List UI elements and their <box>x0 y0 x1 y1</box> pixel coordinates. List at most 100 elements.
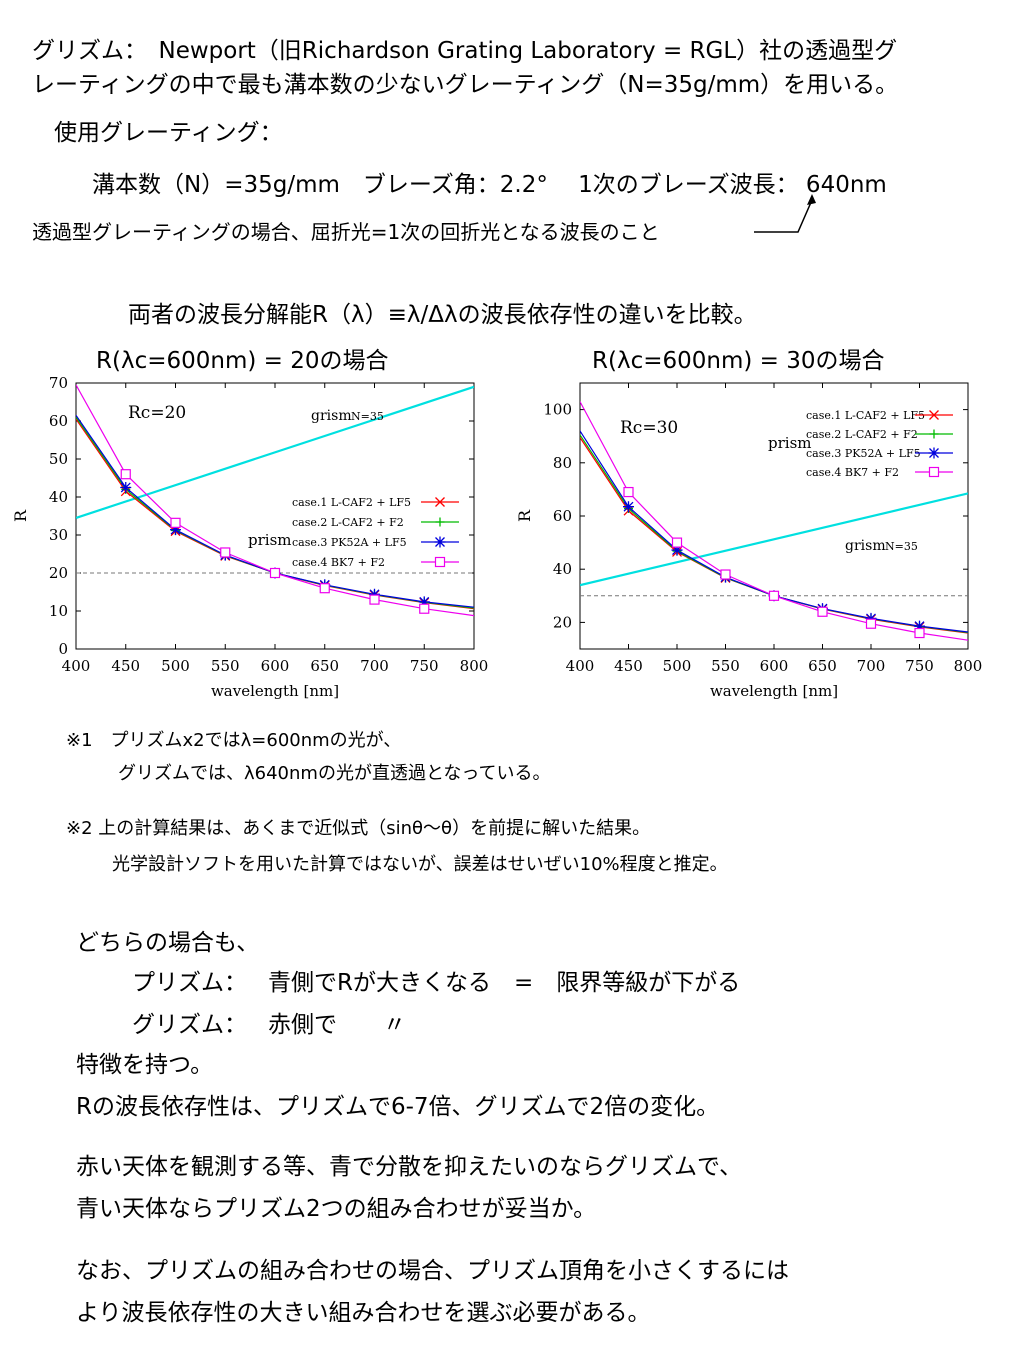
legend-label-case-4: case.4 BK7 + F2 <box>806 466 899 479</box>
plot-area <box>580 401 968 641</box>
plot-frame <box>75 382 475 650</box>
prism-label: prism <box>768 434 812 452</box>
data-point-case-3 <box>865 612 877 624</box>
data-point-case-3 <box>418 596 430 608</box>
blaze-arrow <box>754 194 816 233</box>
data-point-case-4 <box>369 594 380 605</box>
x-tick-label: 600 <box>760 657 789 675</box>
intro-line-1: グリズム： Newport（旧Richardson Grating Labora… <box>32 38 898 64</box>
x-tick-label: 450 <box>614 657 643 675</box>
grism-label: grism <box>845 538 886 554</box>
chart-rc20: 400 450 500 550 600 650 700 750 800 0 10 20 30 40 50 60… <box>11 374 489 700</box>
data-point-case-3 <box>671 544 683 556</box>
y-tick-label: 40 <box>553 560 572 578</box>
x-axis-label: wavelength [nm] <box>710 682 838 700</box>
grism-sub-label: N=35 <box>885 540 918 553</box>
data-point-case-4 <box>914 627 925 639</box>
y-tick-label: 100 <box>543 401 572 419</box>
legend-label-case-2: case.2 L-CAF2 + F2 <box>292 516 404 529</box>
legend-marker-case-2 <box>435 517 445 527</box>
data-point-case-4 <box>319 583 330 594</box>
summary-p3-line-2: より波長依存性の大きい組み合わせを選ぶ必要がある。 <box>76 1300 651 1326</box>
legend-label-case-4: case.4 BK7 + F2 <box>292 556 385 569</box>
data-point-case-4 <box>865 618 877 629</box>
data-point-case-4 <box>768 590 780 601</box>
data-point-case-4 <box>269 567 281 579</box>
rc-label: Rc=20 <box>128 403 186 423</box>
data-point-case-3 <box>914 620 925 632</box>
x-tick-label: 400 <box>566 657 595 675</box>
y-tick-label: 50 <box>49 450 68 468</box>
x-tick-label: 750 <box>410 657 439 675</box>
summary-line-1: どちらの場合も、 <box>76 930 260 956</box>
grism-label: grism <box>311 408 352 424</box>
x-tick-label: 800 <box>954 657 983 675</box>
x-tick-label: 500 <box>663 657 692 675</box>
legend-label-case-2: case.2 L-CAF2 + F2 <box>806 428 918 441</box>
chart-2-title: R(λc=600nm) = 30の場合 <box>592 348 885 374</box>
data-point-case-4 <box>120 469 131 480</box>
x-axis-label: wavelength [nm] <box>211 682 339 700</box>
x-tick-label: 500 <box>161 657 190 675</box>
y-tick-label: 80 <box>553 454 572 472</box>
note-2-line-2: 光学設計ソフトを用いた計算ではないが、誤差はせいぜい10%程度と推定。 <box>112 854 728 875</box>
y-axis-label: R <box>515 509 534 522</box>
data-point-case-4 <box>220 547 231 558</box>
y-tick-label: 60 <box>553 507 572 525</box>
legend-marker-case-3 <box>434 536 446 548</box>
y-tick-label: 30 <box>49 526 68 544</box>
grating-heading: 使用グレーティング： <box>54 120 283 146</box>
y-tick-label: 20 <box>49 564 68 582</box>
compare-heading: 両者の波長分解能R（λ）≡λ/Δλの波長依存性の違いを比較。 <box>128 302 757 328</box>
summary-p3-line-1: なお、プリズムの組み合わせの場合、プリズム頂角を小さくするには <box>76 1258 789 1284</box>
y-tick-label: 10 <box>49 602 68 620</box>
grism-sub-label: N=35 <box>351 410 384 423</box>
y-tick-label: 0 <box>58 640 68 658</box>
x-tick-label: 800 <box>460 657 489 675</box>
data-point-case-4 <box>671 537 683 548</box>
plot-area <box>76 384 474 617</box>
summary-prism-text: 青側でRが大きくなる = 限界等級が下がる <box>268 970 741 996</box>
prism-label: prism <box>248 531 292 549</box>
x-tick-label: 400 <box>62 657 91 675</box>
data-point-case-4 <box>817 606 828 617</box>
x-tick-label: 600 <box>261 657 290 675</box>
data-point-case-4 <box>170 517 181 528</box>
summary-line-5: Rの波長依存性は、プリズムで6-7倍、グリズムで2倍の変化。 <box>76 1094 720 1120</box>
summary-prism-label: プリズム： <box>132 970 247 996</box>
chart-rc30: 400 450 500 550 600 650 700 750 800 20 40 60 80 100 wa… <box>515 382 983 700</box>
legend-marker-case-2 <box>929 429 939 439</box>
legend-label-case-3: case.3 PK52A + LF5 <box>806 447 921 460</box>
data-point-case-3 <box>623 501 634 513</box>
y-tick-label: 70 <box>49 374 68 392</box>
summary-line-4: 特徴を持つ。 <box>76 1052 214 1078</box>
x-tick-label: 700 <box>360 657 389 675</box>
summary-grism-text: 赤側で 〃 <box>268 1012 406 1038</box>
x-tick-label: 750 <box>905 657 934 675</box>
summary-p2-line-1: 赤い天体を観測する等、青で分散を抑えたいのならグリズムで、 <box>76 1154 743 1180</box>
x-tick-label: 550 <box>711 657 740 675</box>
intro-line-2: レーティングの中で最も溝本数の少ないグレーティング（N=35g/mm）を用いる。 <box>32 72 899 98</box>
y-axis-label: R <box>11 509 30 522</box>
summary-grism-label: グリズム： <box>132 1012 247 1038</box>
legend-label-case-1: case.1 L-CAF2 + LF5 <box>806 409 925 422</box>
note-1-line-1: ※1 プリズムx2ではλ=600nmの光が、 <box>66 730 402 751</box>
data-point-case-3 <box>120 482 132 493</box>
legend-label-case-1: case.1 L-CAF2 + LF5 <box>292 496 411 509</box>
grism-line <box>580 492 968 587</box>
legend-label-case-3: case.3 PK52A + LF5 <box>292 536 407 549</box>
x-tick-label: 450 <box>111 657 140 675</box>
x-tick-label: 700 <box>857 657 886 675</box>
summary-p2-line-2: 青い天体ならプリズム2つの組み合わせが妥当か。 <box>76 1196 597 1222</box>
legend-marker-case-1 <box>435 497 445 507</box>
data-point-case-3 <box>170 524 181 536</box>
x-tick-label: 650 <box>310 657 339 675</box>
note-2-line-1: ※2 上の計算結果は、あくまで近似式（sinθ～θ）を前提に解いた結果。 <box>66 818 651 839</box>
y-tick-label: 60 <box>49 412 68 430</box>
legend-marker-case-4 <box>434 556 446 568</box>
grating-spec: 溝本数（N）=35g/mm ブレーズ角：2.2° 1次のブレーズ波長： 640n… <box>92 172 887 198</box>
x-tick-label: 550 <box>211 657 240 675</box>
data-point-case-4 <box>623 486 634 498</box>
plot-frame <box>579 382 969 650</box>
note-1-line-2: グリズムでは、λ640nmの光が直透過となっている。 <box>118 763 551 784</box>
